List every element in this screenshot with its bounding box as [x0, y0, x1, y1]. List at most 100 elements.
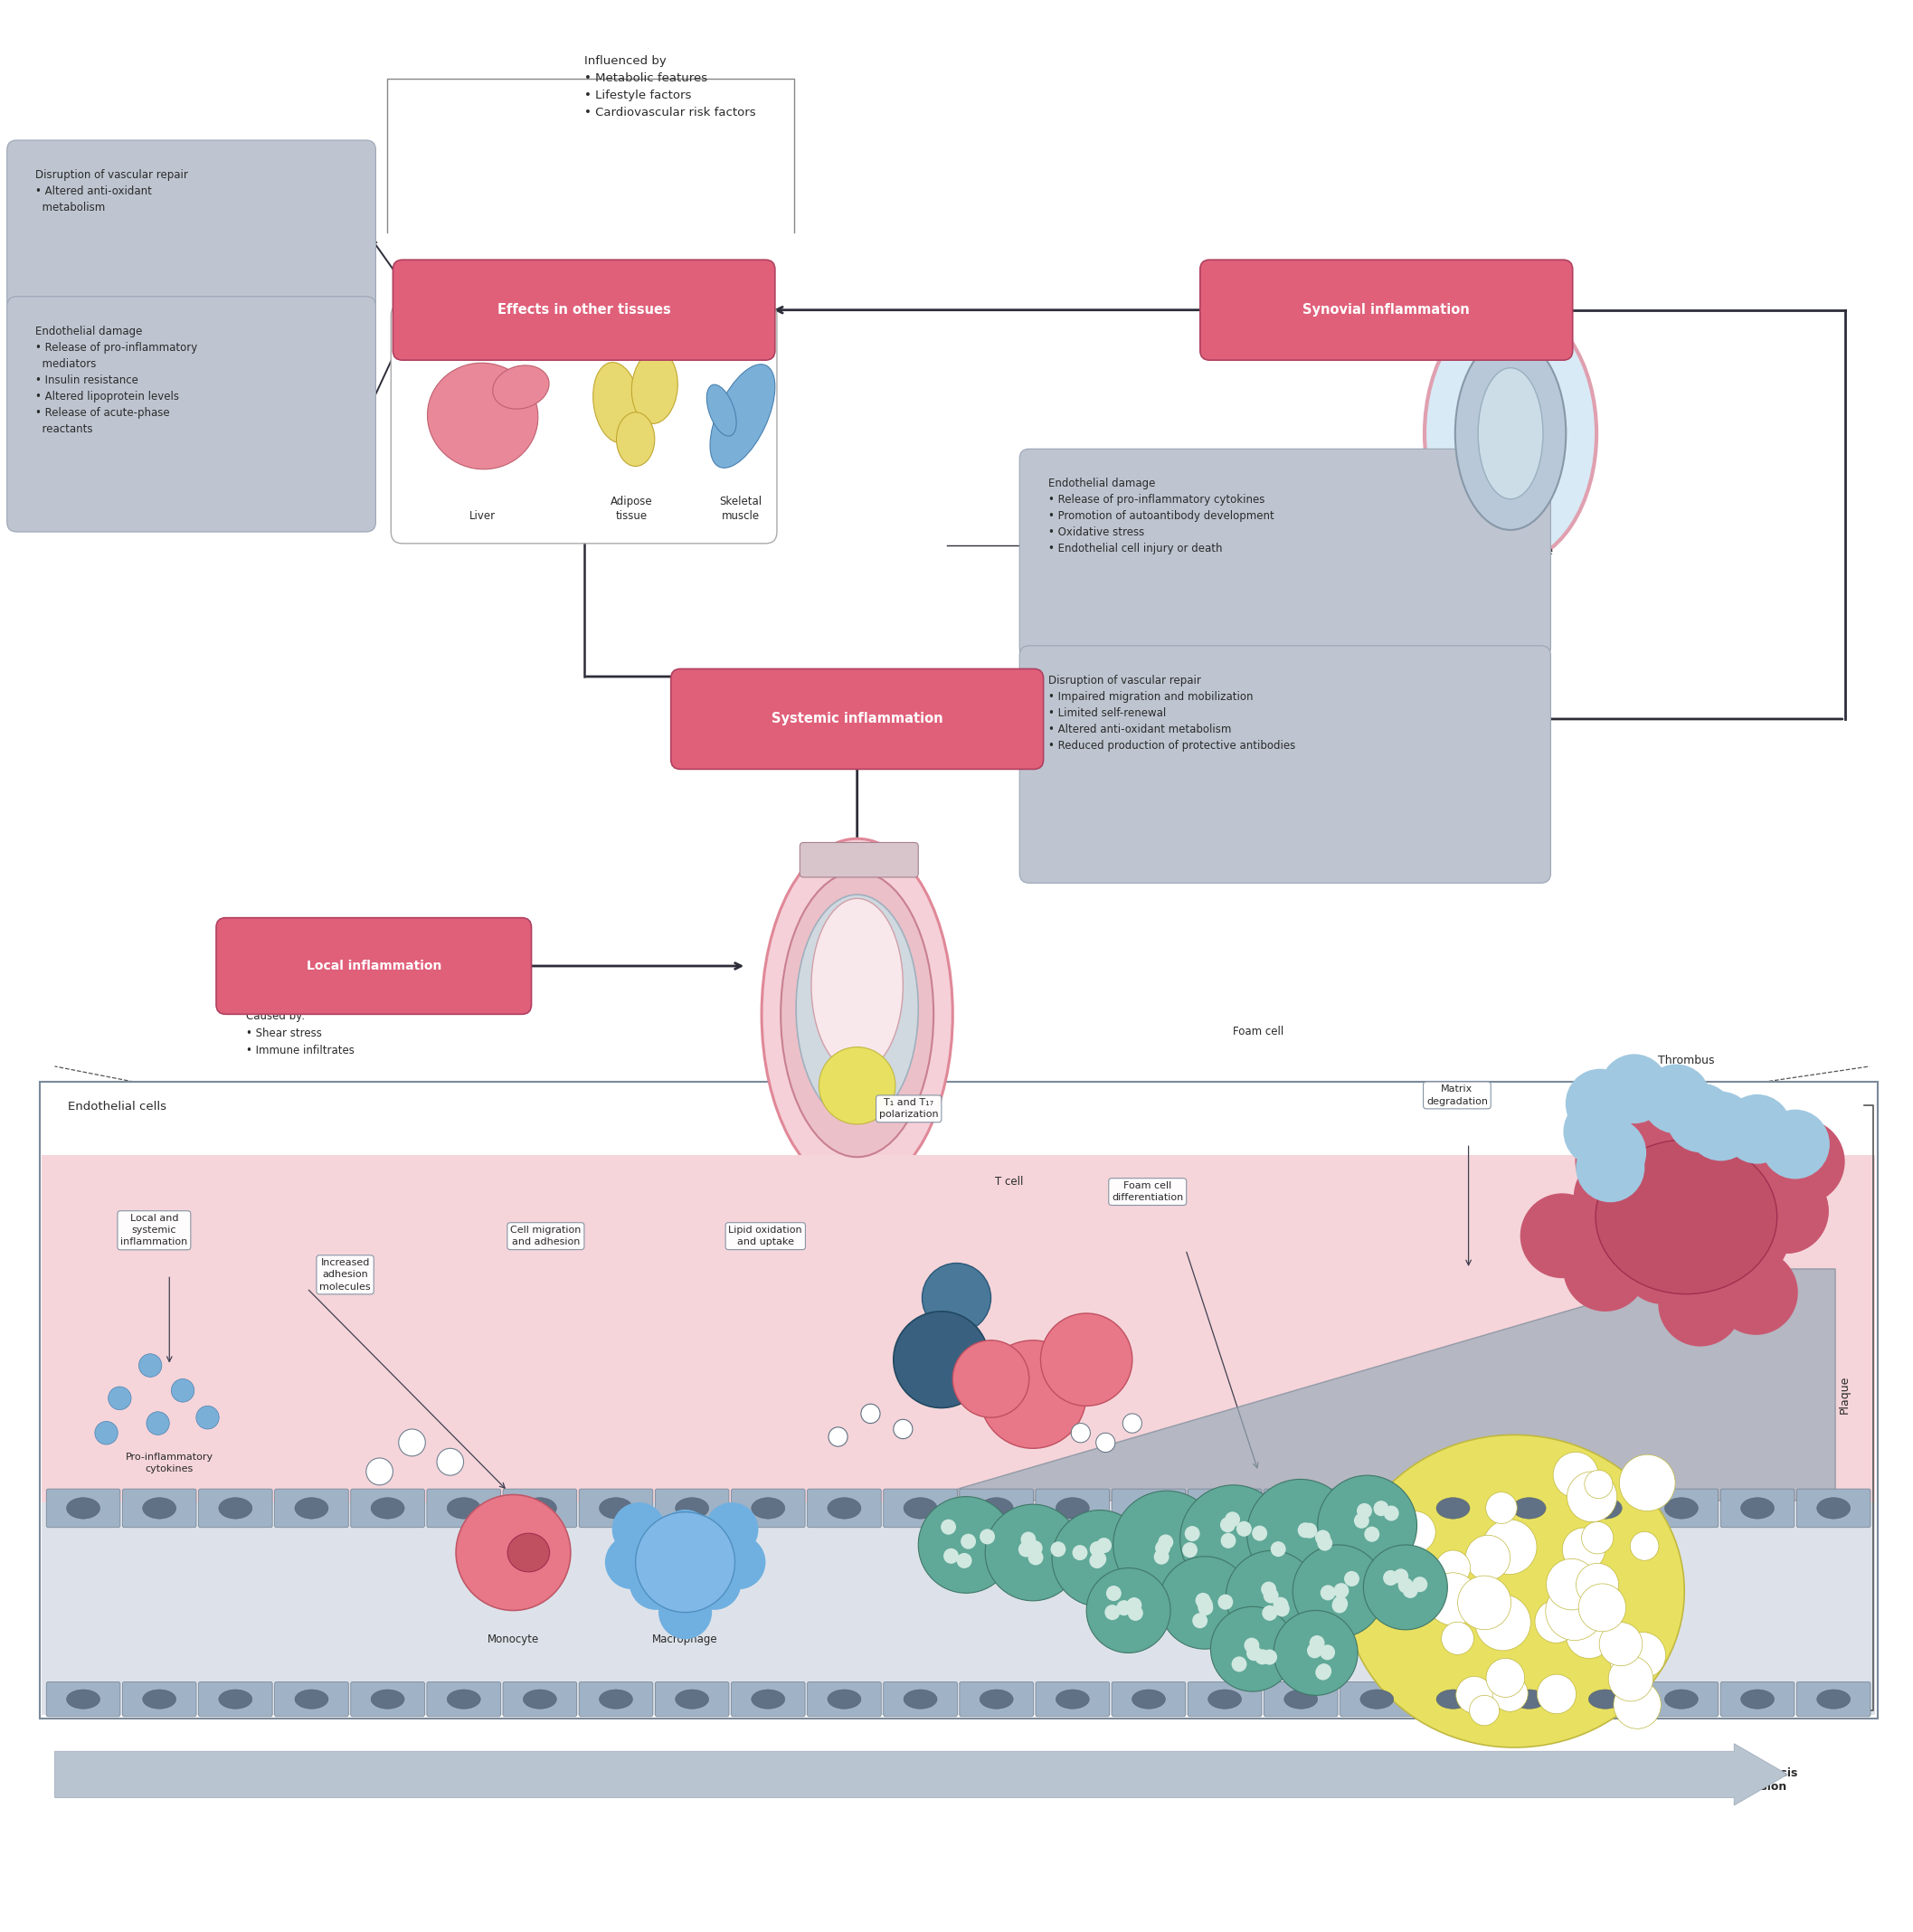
- Ellipse shape: [828, 1690, 861, 1708]
- Circle shape: [1106, 1586, 1121, 1602]
- Circle shape: [918, 1497, 1014, 1594]
- Circle shape: [1303, 1522, 1318, 1538]
- Circle shape: [953, 1341, 1029, 1418]
- Ellipse shape: [1207, 1497, 1242, 1519]
- FancyBboxPatch shape: [350, 1490, 425, 1528]
- Circle shape: [1354, 1513, 1370, 1528]
- FancyBboxPatch shape: [1264, 1490, 1337, 1528]
- Circle shape: [1027, 1540, 1043, 1555]
- Circle shape: [1563, 1227, 1647, 1312]
- FancyBboxPatch shape: [1492, 1683, 1567, 1716]
- FancyBboxPatch shape: [199, 1490, 272, 1528]
- Ellipse shape: [979, 1497, 1014, 1519]
- Circle shape: [1090, 1551, 1106, 1567]
- Circle shape: [1331, 1598, 1347, 1613]
- Ellipse shape: [903, 1497, 937, 1519]
- Circle shape: [979, 1341, 1087, 1449]
- Ellipse shape: [295, 1497, 329, 1519]
- Text: Macrophage: Macrophage: [652, 1634, 717, 1646]
- Circle shape: [922, 1264, 991, 1333]
- Circle shape: [1574, 1155, 1659, 1240]
- Circle shape: [1563, 1528, 1605, 1571]
- Circle shape: [1198, 1598, 1213, 1613]
- Circle shape: [1465, 1536, 1509, 1580]
- Circle shape: [1274, 1598, 1289, 1613]
- Circle shape: [1159, 1557, 1251, 1650]
- Circle shape: [1129, 1605, 1144, 1621]
- Ellipse shape: [631, 350, 677, 423]
- Text: Adipose
tissue: Adipose tissue: [610, 497, 652, 522]
- Circle shape: [1274, 1602, 1289, 1617]
- Circle shape: [1395, 1511, 1435, 1553]
- Ellipse shape: [819, 1047, 895, 1124]
- Circle shape: [1127, 1598, 1142, 1613]
- Ellipse shape: [1817, 1497, 1850, 1519]
- FancyBboxPatch shape: [654, 1490, 729, 1528]
- Ellipse shape: [811, 898, 903, 1072]
- Ellipse shape: [218, 1497, 253, 1519]
- Ellipse shape: [1132, 1497, 1165, 1519]
- FancyBboxPatch shape: [1492, 1490, 1567, 1528]
- Circle shape: [1760, 1109, 1829, 1179]
- Ellipse shape: [599, 1497, 633, 1519]
- Circle shape: [861, 1405, 880, 1424]
- Circle shape: [1022, 1532, 1037, 1548]
- Circle shape: [96, 1422, 119, 1445]
- FancyBboxPatch shape: [807, 1490, 882, 1528]
- Ellipse shape: [67, 1497, 99, 1519]
- Circle shape: [1316, 1663, 1331, 1679]
- FancyBboxPatch shape: [1416, 1683, 1490, 1716]
- Text: Matrix
degradation: Matrix degradation: [1427, 1084, 1488, 1105]
- Circle shape: [1553, 1453, 1599, 1497]
- Text: Synovial tissue: Synovial tissue: [1467, 545, 1553, 556]
- Circle shape: [1050, 1542, 1066, 1557]
- Circle shape: [1041, 1314, 1132, 1406]
- Circle shape: [398, 1430, 425, 1457]
- FancyBboxPatch shape: [1569, 1490, 1641, 1528]
- Circle shape: [140, 1354, 163, 1378]
- Circle shape: [1226, 1551, 1318, 1644]
- Ellipse shape: [1741, 1497, 1773, 1519]
- Bar: [42, 1155, 1875, 1507]
- FancyBboxPatch shape: [580, 1683, 652, 1716]
- Text: Vascular tissue: Vascular tissue: [815, 1192, 899, 1204]
- Circle shape: [1263, 1650, 1278, 1665]
- Text: Endothelial damage
• Release of pro-inflammatory cytokines
• Promotion of autoan: Endothelial damage • Release of pro-infl…: [1048, 477, 1274, 554]
- Circle shape: [1383, 1505, 1398, 1520]
- Circle shape: [1724, 1094, 1792, 1163]
- Circle shape: [1263, 1588, 1278, 1604]
- Circle shape: [704, 1503, 758, 1557]
- Ellipse shape: [448, 1690, 480, 1708]
- Circle shape: [1582, 1522, 1613, 1553]
- Circle shape: [1318, 1536, 1333, 1551]
- Circle shape: [1104, 1605, 1119, 1621]
- FancyBboxPatch shape: [1188, 1683, 1263, 1716]
- Ellipse shape: [218, 1690, 253, 1708]
- Ellipse shape: [1425, 303, 1597, 564]
- Text: Influenced by
• Metabolic features
• Lifestyle factors
• Cardiovascular risk fac: Influenced by • Metabolic features • Lif…: [583, 56, 756, 118]
- Ellipse shape: [1345, 1435, 1683, 1747]
- Ellipse shape: [1437, 1690, 1469, 1708]
- Circle shape: [1398, 1578, 1414, 1594]
- Bar: [42, 1503, 1875, 1714]
- FancyBboxPatch shape: [884, 1683, 956, 1716]
- Text: Increased
adhesion
molecules: Increased adhesion molecules: [319, 1258, 371, 1291]
- Polygon shape: [918, 1269, 1835, 1501]
- Circle shape: [1578, 1584, 1626, 1631]
- Text: Cell migration
and adhesion: Cell migration and adhesion: [511, 1225, 582, 1246]
- FancyBboxPatch shape: [960, 1490, 1033, 1528]
- Circle shape: [1492, 1675, 1528, 1712]
- Circle shape: [1096, 1434, 1115, 1453]
- FancyArrow shape: [55, 1743, 1787, 1804]
- Circle shape: [1018, 1542, 1033, 1557]
- Circle shape: [1435, 1549, 1471, 1586]
- Ellipse shape: [781, 871, 934, 1157]
- Circle shape: [1427, 1573, 1479, 1625]
- Ellipse shape: [1284, 1690, 1318, 1708]
- Circle shape: [1475, 1594, 1530, 1650]
- Ellipse shape: [979, 1690, 1014, 1708]
- Circle shape: [1383, 1571, 1398, 1586]
- Circle shape: [960, 1534, 976, 1549]
- Ellipse shape: [593, 363, 639, 442]
- Circle shape: [629, 1555, 683, 1609]
